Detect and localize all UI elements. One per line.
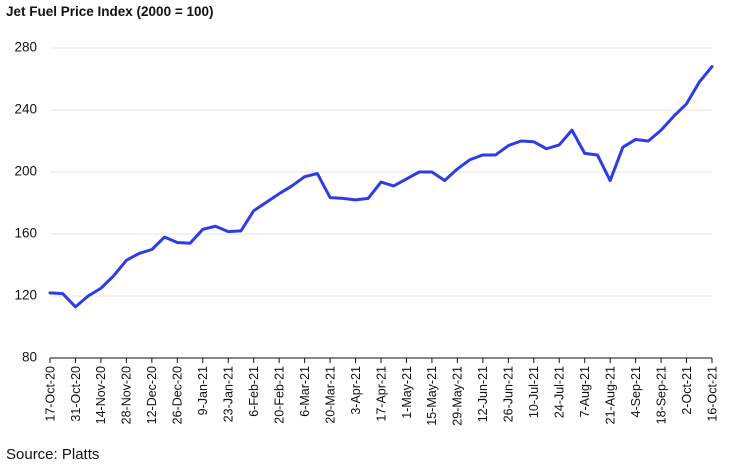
x-tick-label: 9-Jan-21: [196, 366, 210, 415]
y-tick-label: 200: [14, 164, 37, 179]
y-tick-label: 160: [14, 226, 37, 241]
x-tick-label: 15-May-21: [425, 366, 439, 426]
x-tick-label: 3-Apr-21: [349, 366, 363, 415]
y-tick-label: 280: [14, 40, 37, 55]
x-tick-label: 23-Jan-21: [222, 366, 236, 422]
x-tick-label: 17-Oct-20: [43, 366, 57, 422]
x-tick-label: 26-Dec-20: [171, 366, 185, 424]
x-tick-label: 26-Jun-21: [502, 366, 516, 422]
x-tick-label: 17-Apr-21: [374, 366, 388, 422]
x-tick-label: 6-Feb-21: [247, 366, 261, 417]
y-axis-ticks: 80 120 160 200 240 280: [14, 40, 37, 365]
x-tick-label: 24-Jul-21: [553, 366, 567, 418]
y-tick-label: 240: [14, 102, 37, 117]
x-tick-label: 7-Aug-21: [578, 366, 592, 417]
x-tick-label: 18-Sep-21: [654, 366, 668, 424]
x-tick-label: 29-May-21: [451, 366, 465, 426]
x-tick-label: 28-Nov-20: [120, 366, 134, 424]
x-tick-label: 4-Sep-21: [629, 366, 643, 417]
x-tick-label: 6-Mar-21: [298, 366, 312, 417]
x-tick-label: 2-Oct-21: [680, 366, 694, 415]
source-note: Source: Platts: [6, 446, 100, 463]
gridlines: [50, 47, 712, 297]
series-line: [48, 65, 714, 309]
x-tick-label: 14-Nov-20: [94, 366, 108, 424]
chart-title: Jet Fuel Price Index (2000 = 100): [6, 4, 214, 19]
x-axis-ticks: 17-Oct-20 31-Oct-20 14-Nov-20 28-Nov-20 12-D…: [43, 358, 719, 426]
x-tick-label: 1-May-21: [400, 366, 414, 419]
y-tick-label: 80: [22, 350, 37, 365]
x-tick-label: 20-Mar-21: [323, 366, 337, 424]
x-tick-label: 16-Oct-21: [705, 366, 719, 422]
x-tick-label: 12-Dec-20: [145, 366, 159, 424]
x-tick-label: 21-Aug-21: [603, 366, 617, 424]
x-tick-label: 12-Jun-21: [476, 366, 490, 422]
y-tick-label: 120: [14, 288, 37, 303]
x-tick-label: 31-Oct-20: [69, 366, 83, 422]
x-tick-label: 20-Feb-21: [272, 366, 286, 424]
x-tick-label: 10-Jul-21: [527, 366, 541, 418]
